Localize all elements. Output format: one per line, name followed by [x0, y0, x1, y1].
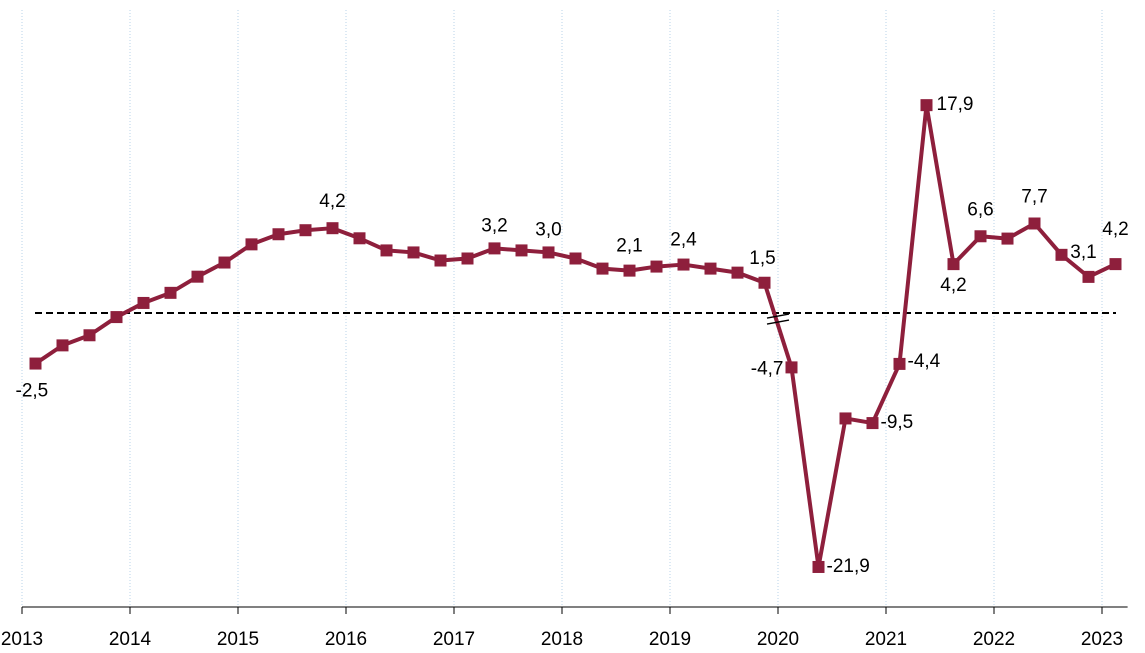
marker [83, 329, 96, 342]
data-label: 6,6 [967, 199, 993, 220]
marker [704, 262, 717, 275]
marker [380, 244, 393, 257]
marker [29, 357, 42, 370]
marker [920, 99, 933, 112]
line [34, 226, 766, 366]
x-tick-label: 2015 [217, 629, 259, 650]
marker [839, 412, 852, 425]
marker [137, 296, 150, 309]
marker [434, 254, 447, 267]
marker [893, 357, 906, 370]
marker [785, 361, 798, 374]
x-tick-label: 2013 [1, 629, 43, 650]
marker [56, 339, 69, 352]
marker [245, 238, 258, 251]
line [789, 103, 1117, 569]
marker [974, 230, 987, 243]
marker [164, 286, 177, 299]
data-label: 3,1 [1070, 242, 1096, 263]
data-label: 17,9 [937, 94, 974, 115]
marker [515, 244, 528, 257]
marker [1109, 258, 1122, 271]
marker [731, 266, 744, 279]
x-tick-label: 2017 [433, 629, 475, 650]
marker [191, 270, 204, 283]
marker [1028, 217, 1041, 230]
marker [461, 252, 474, 265]
data-label: -9,5 [881, 412, 914, 433]
x-tick-label: 2022 [973, 629, 1015, 650]
data-label: 4,2 [319, 191, 345, 212]
marker [677, 258, 690, 271]
x-tick-label: 2018 [541, 629, 583, 650]
marker [542, 246, 555, 259]
marker [650, 260, 663, 273]
marker [866, 417, 879, 430]
marker [299, 224, 312, 237]
x-tick-label: 2020 [757, 629, 799, 650]
x-tick-label: 2021 [865, 629, 907, 650]
data-label: -2,5 [16, 381, 49, 402]
marker [1055, 248, 1068, 261]
x-tick-label: 2014 [109, 629, 152, 650]
data-label: 3,2 [481, 215, 507, 236]
marker [407, 246, 420, 259]
marker [218, 256, 231, 269]
marker [353, 232, 366, 245]
axis-break [766, 319, 790, 325]
marker [272, 228, 285, 241]
marker [596, 262, 609, 275]
data-label: 2,1 [616, 236, 642, 257]
marker [947, 258, 960, 271]
data-label: -21,9 [827, 556, 870, 577]
data-label: 2,4 [670, 230, 697, 251]
x-tick-label: 2019 [649, 629, 691, 650]
break-connector [762, 282, 794, 368]
x-tick-label: 2016 [325, 629, 367, 650]
marker [488, 242, 501, 255]
marker [623, 264, 636, 277]
marker [1082, 270, 1095, 283]
data-label: -4,4 [908, 351, 941, 372]
data-label: 4,2 [1102, 219, 1128, 240]
data-label: 4,2 [940, 275, 966, 296]
marker [1001, 232, 1014, 245]
data-label: 3,0 [535, 219, 561, 240]
marker [569, 252, 582, 265]
marker [110, 311, 123, 324]
x-tick-label: 2023 [1081, 629, 1123, 650]
data-label: 7,7 [1021, 187, 1047, 208]
axis-break [766, 313, 790, 319]
marker [326, 222, 339, 235]
marker [758, 276, 771, 289]
data-label: 1,5 [749, 248, 775, 269]
marker [812, 560, 825, 573]
data-label: -4,7 [751, 358, 784, 379]
